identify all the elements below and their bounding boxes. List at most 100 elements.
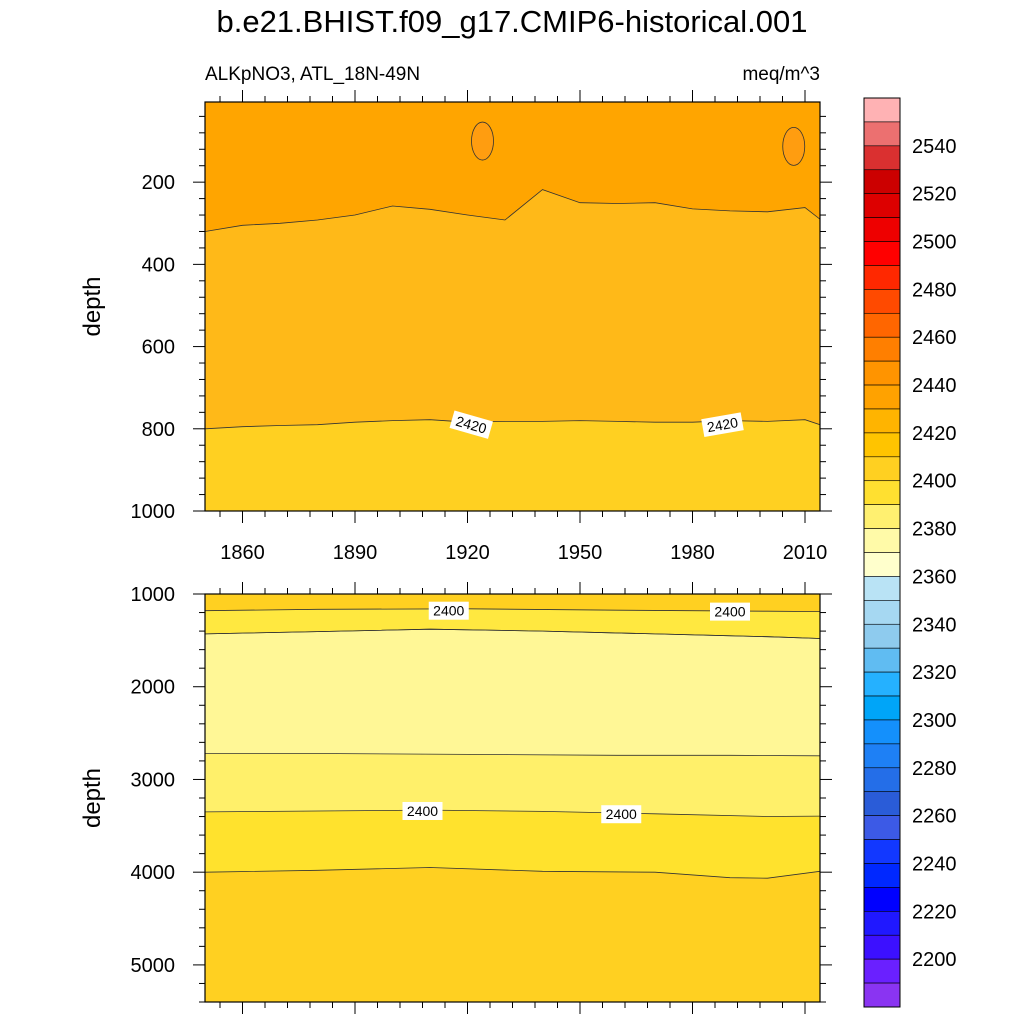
contour-label-text: 2400 <box>407 803 438 819</box>
colorbar-swatch <box>863 982 901 1008</box>
contour-band <box>205 867 820 1002</box>
colorbar-swatch <box>863 97 901 123</box>
colorbar-swatch <box>863 289 901 314</box>
page-title: b.e21.BHIST.f09_g17.CMIP6-historical.001 <box>216 4 808 39</box>
colorbar-label: 2420 <box>912 423 957 445</box>
colorbar-swatch <box>863 647 901 673</box>
colorbar-swatch <box>863 408 901 434</box>
colorbar-label: 2220 <box>912 901 957 923</box>
y-tick-label: 200 <box>142 172 175 194</box>
contour-label-text: 2400 <box>606 806 637 822</box>
contour-patch <box>782 126 806 166</box>
contour-band <box>205 189 820 429</box>
colorbar-swatch <box>863 743 901 769</box>
colorbar-label: 2320 <box>912 662 957 684</box>
colorbar-swatch <box>863 480 901 505</box>
contour-label-text: 2400 <box>433 603 464 619</box>
colorbar-swatch <box>863 504 901 529</box>
colorbar-label: 2300 <box>912 710 957 732</box>
contour-label: 2400 <box>710 602 750 621</box>
colorbar-swatch <box>863 432 901 458</box>
y-tick-label: 600 <box>142 337 175 359</box>
colorbar-swatch <box>863 600 901 625</box>
contour-line <box>205 809 820 817</box>
contour-band <box>205 419 820 511</box>
colorbar-label: 2280 <box>912 758 957 780</box>
lower-panel-fill <box>205 594 820 1002</box>
colorbar-label: 2480 <box>912 279 957 301</box>
colorbar-swatch <box>863 863 901 888</box>
colorbar-swatch <box>863 911 901 936</box>
colorbar-label: 2520 <box>912 184 957 206</box>
contour-label: 2400 <box>428 601 469 620</box>
colorbar-swatch <box>863 958 901 984</box>
colorbar-label: 2340 <box>912 614 957 636</box>
colorbar-swatch <box>863 815 901 840</box>
contour-line <box>205 608 820 612</box>
x-tick-label: 1920 <box>445 542 490 564</box>
colorbar-swatch <box>863 241 901 266</box>
contour-band <box>205 629 820 756</box>
colorbar-label: 2240 <box>912 853 957 875</box>
y-tick-label: 800 <box>142 419 175 441</box>
colorbar-swatch <box>863 528 901 553</box>
colorbar-swatch <box>863 623 901 649</box>
x-tick-label: 2010 <box>783 542 828 564</box>
contour-line <box>205 867 820 879</box>
colorbar-swatch <box>863 791 901 816</box>
colorbar-swatch <box>863 456 901 482</box>
colorbar-label: 2380 <box>912 519 957 541</box>
colorbar-swatch <box>863 217 901 242</box>
contour-label: 2420 <box>701 412 744 438</box>
colorbar-label: 2440 <box>912 375 957 397</box>
contour-label-text: 2420 <box>706 414 740 435</box>
colorbar-swatch <box>863 671 901 697</box>
y-tick-label: 3000 <box>131 769 176 791</box>
contour-line <box>205 189 820 232</box>
y-tick-label: 400 <box>142 254 175 276</box>
colorbar-swatch <box>863 145 901 171</box>
contour-patch <box>471 121 494 161</box>
x-tick-label: 1980 <box>670 542 715 564</box>
colorbar-label: 2200 <box>912 949 957 971</box>
y-tick-label: 5000 <box>131 955 176 977</box>
colorbar-swatch <box>863 265 901 290</box>
colorbar-label: 2540 <box>912 136 957 158</box>
contour-line <box>205 628 820 639</box>
colorbar-swatch <box>863 121 901 147</box>
y-axis-title: depth <box>79 768 106 828</box>
x-tick-label: 1890 <box>333 542 378 564</box>
contour-label-text: 2400 <box>714 604 745 620</box>
colorbar-swatch <box>863 934 901 960</box>
contour-band <box>205 608 820 639</box>
contour-band <box>205 753 820 817</box>
y-tick-label: 1000 <box>131 501 176 523</box>
variable-region-label: ALKpNO3, ATL_18N-49N <box>205 64 421 85</box>
colorbar-label: 2360 <box>912 566 957 588</box>
y-tick-label: 4000 <box>131 862 176 884</box>
x-tick-label: 1950 <box>558 542 603 564</box>
contour-band <box>205 810 820 879</box>
colorbar-swatch <box>863 719 901 745</box>
colorbar-swatch <box>863 169 901 194</box>
colorbar-label: 2260 <box>912 806 957 828</box>
upper-panel-fill <box>205 102 820 511</box>
colorbar-label: 2460 <box>912 327 957 349</box>
y-tick-label: 1000 <box>131 584 176 606</box>
colorbar-swatch <box>863 312 901 338</box>
colorbar-swatch <box>863 767 901 793</box>
colorbar-label: 2400 <box>912 471 957 493</box>
contour-band <box>205 102 820 232</box>
y-tick-label: 2000 <box>131 677 176 699</box>
y-axis-title: depth <box>79 276 106 336</box>
colorbar-swatch <box>863 360 901 386</box>
x-tick-label: 1860 <box>220 542 265 564</box>
colorbar-swatch <box>863 384 901 410</box>
contour-label: 2400 <box>402 801 443 820</box>
colorbar-swatch <box>863 193 901 218</box>
colorbar-frame <box>863 97 901 1008</box>
contour-line <box>205 753 820 757</box>
units-label: meq/m^3 <box>742 64 820 85</box>
colorbar-swatch <box>863 839 901 864</box>
